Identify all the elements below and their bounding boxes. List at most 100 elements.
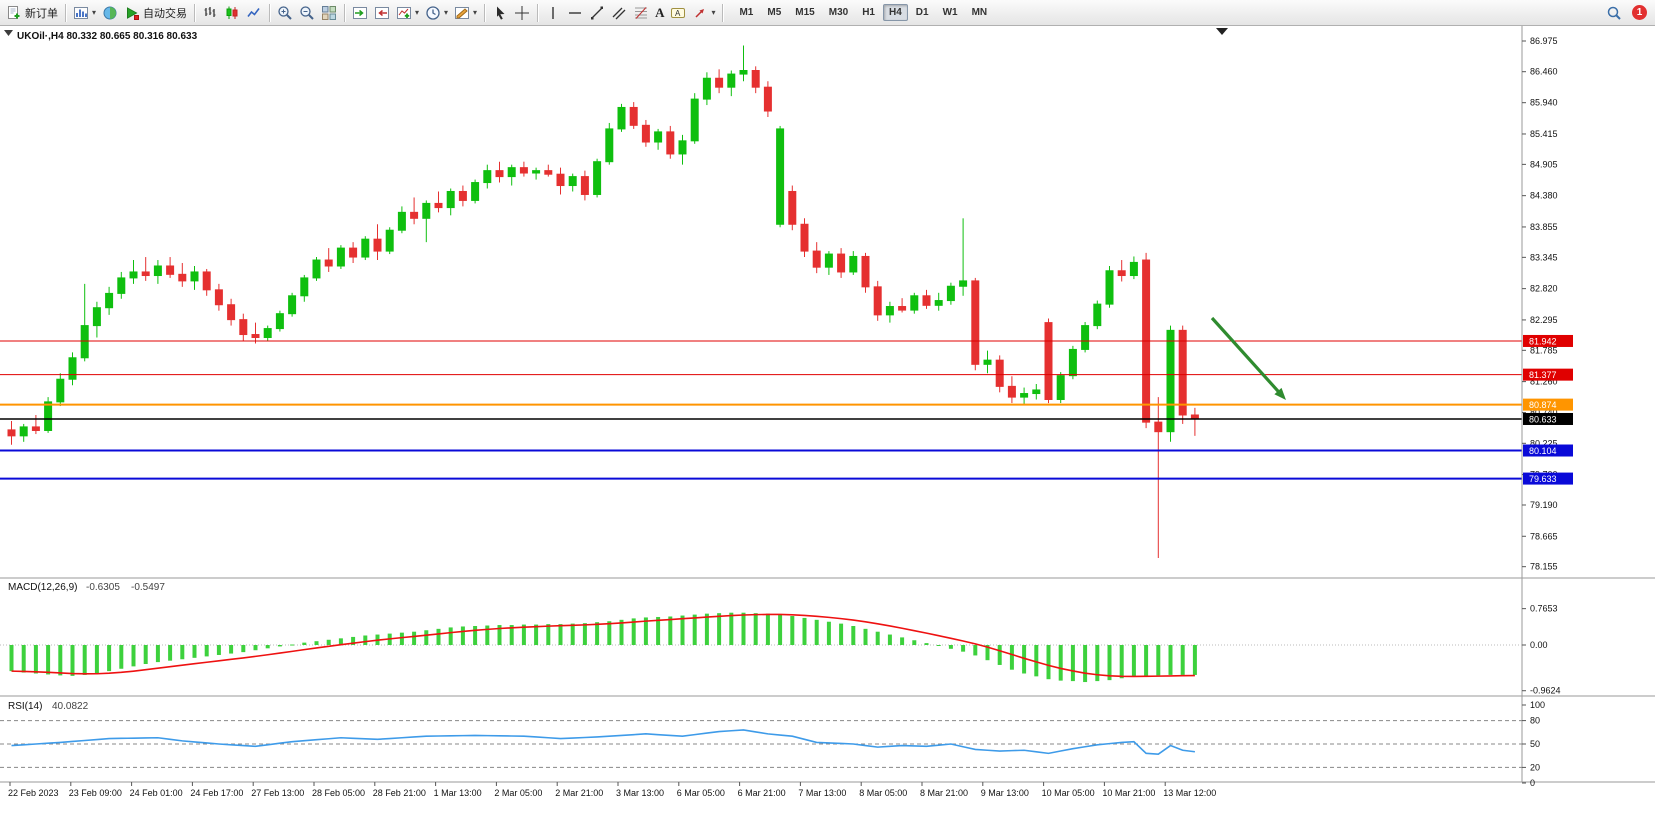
macd-histogram-bar bbox=[363, 635, 368, 645]
search-button[interactable] bbox=[1603, 2, 1625, 24]
macd-histogram-bar bbox=[229, 645, 234, 654]
toolbar-separator bbox=[269, 3, 271, 22]
profiles-button[interactable] bbox=[99, 2, 121, 24]
candle-body bbox=[885, 306, 894, 316]
candle-body bbox=[434, 202, 443, 209]
candle-body bbox=[654, 131, 663, 143]
candle-body bbox=[678, 140, 687, 155]
macd-histogram-bar bbox=[558, 624, 563, 645]
macd-histogram-bar bbox=[924, 643, 929, 645]
autotrading-icon bbox=[127, 6, 140, 20]
time-tick-label: 2 Mar 05:00 bbox=[494, 788, 542, 798]
periods-button[interactable]: ▾ bbox=[422, 2, 451, 24]
new-chart-button[interactable]: ▾ bbox=[70, 2, 99, 24]
chart-shift-icon bbox=[375, 6, 390, 19]
price-line-label-box bbox=[1523, 334, 1573, 347]
macd-histogram-bar bbox=[985, 645, 990, 661]
time-tick-label: 8 Mar 21:00 bbox=[920, 788, 968, 798]
macd-histogram-bar bbox=[131, 645, 136, 667]
candle-body bbox=[751, 70, 760, 88]
timeframe-toolbar: M1 M5 M15 M30 H1 H4 D1 W1 MN bbox=[733, 4, 993, 21]
macd-histogram-bar bbox=[729, 612, 734, 645]
macd-histogram-bar bbox=[1107, 645, 1112, 681]
candle-body bbox=[507, 167, 516, 178]
templates-button[interactable]: ▾ bbox=[451, 2, 480, 24]
toolbar-separator bbox=[344, 3, 346, 22]
timeframe-button-M30[interactable]: M30 bbox=[828, 7, 849, 18]
channel-tool-button[interactable] bbox=[608, 2, 630, 24]
timeframe-button-M15[interactable]: M15 bbox=[795, 7, 815, 18]
one-click-trading-toggle[interactable] bbox=[4, 30, 13, 36]
macd-histogram-bar bbox=[290, 644, 295, 646]
price-tick-label: 79.190 bbox=[1530, 500, 1558, 510]
autotrading-button[interactable]: 自动交易 bbox=[121, 2, 190, 24]
timeframe-button-M1[interactable]: M1 bbox=[739, 7, 754, 18]
macd-histogram-bar bbox=[1046, 645, 1051, 680]
macd-histogram-bar bbox=[1034, 645, 1039, 677]
macd-label: MACD(12,26,9) bbox=[8, 582, 77, 593]
auto-scroll-button[interactable] bbox=[349, 2, 371, 24]
timeframe-button-D1[interactable]: D1 bbox=[915, 7, 929, 18]
zoom-in-button[interactable] bbox=[274, 2, 296, 24]
macd-histogram-bar bbox=[643, 617, 648, 645]
trend-arrow[interactable] bbox=[1210, 316, 1284, 397]
rsi-scale-label: 80 bbox=[1530, 716, 1540, 726]
timeframe-button-H4[interactable]: H4 bbox=[882, 4, 908, 21]
price-line-label: 80.874 bbox=[1529, 400, 1557, 410]
trendline-tool-button[interactable] bbox=[586, 2, 608, 24]
time-tick-label: 7 Mar 13:00 bbox=[798, 788, 846, 798]
timeframe-button-M5[interactable]: M5 bbox=[767, 7, 782, 18]
crosshair-icon bbox=[515, 5, 530, 20]
text-label-tool-button[interactable]: A bbox=[667, 2, 689, 24]
chart-canvas[interactable]: UKOil·,H4 80.332 80.665 80.316 80.633 86… bbox=[0, 26, 1655, 828]
macd-histogram-bar bbox=[1180, 645, 1185, 675]
candle-body bbox=[739, 70, 748, 75]
arrows-tool-button[interactable]: ▾ bbox=[689, 2, 718, 24]
vertical-line-tool-button[interactable] bbox=[542, 2, 564, 24]
macd-histogram-bar bbox=[351, 636, 356, 645]
text-tool-button[interactable]: A bbox=[652, 2, 667, 24]
text-label-glyph: A bbox=[675, 9, 681, 18]
timeframe-button-MN[interactable]: MN bbox=[971, 7, 988, 18]
cursor-icon bbox=[497, 6, 505, 20]
candle-body bbox=[80, 325, 89, 359]
candlestick-chart-type-button[interactable] bbox=[221, 2, 243, 24]
cursor-tool-button[interactable] bbox=[489, 2, 511, 24]
chart-shift-button[interactable] bbox=[371, 2, 393, 24]
time-tick-label: 3 Mar 13:00 bbox=[616, 788, 664, 798]
tile-windows-icon bbox=[322, 5, 337, 20]
price-line-label: 79.633 bbox=[1529, 474, 1557, 484]
macd-signal-value: -0.5497 bbox=[131, 582, 165, 593]
timeframe-button-H1[interactable]: H1 bbox=[862, 7, 875, 18]
candle-body bbox=[849, 255, 858, 273]
chart-shift-marker[interactable] bbox=[1216, 28, 1228, 35]
macd-histogram-bar bbox=[826, 621, 831, 645]
crosshair-tool-button[interactable] bbox=[511, 2, 533, 24]
bar-chart-type-button[interactable] bbox=[199, 2, 221, 24]
macd-histogram-bar bbox=[1058, 645, 1063, 681]
candle-body bbox=[1093, 303, 1102, 327]
fibonacci-icon bbox=[635, 6, 648, 19]
line-chart-type-button[interactable] bbox=[243, 2, 265, 24]
toolbar-separator bbox=[65, 3, 66, 22]
fibonacci-tool-button[interactable] bbox=[630, 2, 652, 24]
candle-body bbox=[971, 280, 980, 365]
price-tick-label: 78.665 bbox=[1530, 531, 1558, 541]
macd-histogram-bar bbox=[704, 613, 709, 645]
notification-badge[interactable]: 1 bbox=[1632, 5, 1647, 20]
macd-histogram-bar bbox=[436, 628, 441, 645]
time-tick-label: 10 Mar 05:00 bbox=[1042, 788, 1095, 798]
macd-histogram-bar bbox=[265, 645, 270, 649]
macd-histogram-bar bbox=[314, 641, 319, 645]
timeframe-button-W1[interactable]: W1 bbox=[942, 7, 958, 18]
indicators-button[interactable]: ▾ bbox=[393, 2, 422, 24]
candle-body bbox=[263, 328, 272, 339]
zoom-out-button[interactable] bbox=[296, 2, 318, 24]
price-line-label-box bbox=[1523, 412, 1573, 425]
price-tick-label: 86.975 bbox=[1530, 36, 1558, 46]
tile-windows-button[interactable] bbox=[318, 2, 340, 24]
macd-histogram-bar bbox=[107, 645, 112, 672]
new-order-button[interactable]: 新订单 bbox=[3, 2, 61, 24]
macd-histogram-bar bbox=[1070, 645, 1075, 682]
horizontal-line-tool-button[interactable] bbox=[564, 2, 586, 24]
